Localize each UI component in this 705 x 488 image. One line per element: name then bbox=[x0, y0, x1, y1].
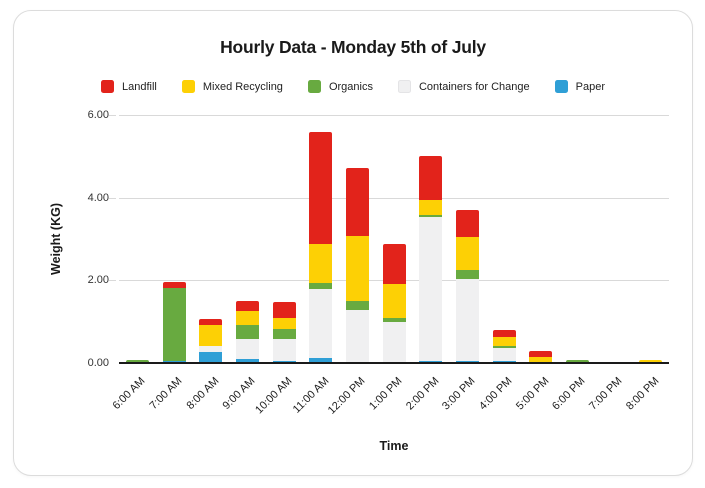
bar-segment-landfill[interactable] bbox=[382, 243, 406, 285]
bar-segment-containers-for-change[interactable] bbox=[419, 217, 443, 361]
legend-item-paper: Paper bbox=[554, 80, 606, 93]
bar-segment-paper[interactable] bbox=[492, 360, 516, 363]
chart-title: Hourly Data - Monday 5th of July bbox=[220, 37, 486, 57]
bar-segment-mixed-recycling[interactable] bbox=[199, 324, 223, 347]
y-axis-tick-label: 4.00 bbox=[87, 191, 109, 204]
bar-segment-landfill[interactable] bbox=[419, 156, 443, 200]
legend-swatch-icon bbox=[397, 80, 411, 93]
bar-8-00-am[interactable] bbox=[199, 319, 223, 363]
y-tick bbox=[109, 197, 116, 199]
gridline bbox=[119, 197, 669, 199]
bar-segment-containers-for-change[interactable] bbox=[235, 339, 259, 359]
bar-segment-landfill[interactable] bbox=[162, 281, 186, 288]
legend-item-organics: Organics bbox=[307, 80, 373, 93]
y-axis-tick-label: 0.00 bbox=[87, 357, 109, 369]
bar-segment-organics[interactable] bbox=[272, 329, 296, 340]
bar-segment-mixed-recycling[interactable] bbox=[492, 337, 516, 347]
bar-segment-landfill[interactable] bbox=[199, 319, 223, 325]
y-tick bbox=[109, 115, 116, 116]
legend-swatch-icon bbox=[307, 80, 321, 93]
bar-segment-containers-for-change[interactable] bbox=[492, 348, 516, 361]
y-axis-tick-label: 6.00 bbox=[87, 109, 109, 121]
bar-2-00-pm[interactable] bbox=[419, 156, 443, 363]
bar-segment-paper[interactable] bbox=[419, 360, 443, 363]
bar-segment-organics[interactable] bbox=[309, 283, 333, 290]
bar-11-00-am[interactable] bbox=[309, 131, 333, 363]
bar-segment-organics[interactable] bbox=[419, 215, 443, 218]
legend-swatch-icon bbox=[554, 80, 568, 93]
bar-segment-containers-for-change[interactable] bbox=[455, 278, 479, 362]
bar-segment-paper[interactable] bbox=[309, 358, 333, 363]
bar-segment-paper[interactable] bbox=[162, 360, 186, 363]
bar-segment-landfill[interactable] bbox=[272, 302, 296, 318]
bar-segment-organics[interactable] bbox=[455, 269, 479, 279]
bar-segment-mixed-recycling[interactable] bbox=[272, 317, 296, 330]
y-axis-tick-label: 2.00 bbox=[87, 274, 109, 287]
chart-card: Hourly Data - Monday 5th of July Landfil… bbox=[13, 10, 693, 476]
legend-item-mixed-recycling: Mixed Recycling bbox=[181, 80, 283, 93]
bar-9-00-am[interactable] bbox=[235, 300, 259, 363]
bar-7-00-am[interactable] bbox=[162, 281, 186, 363]
bar-segment-containers-for-change[interactable] bbox=[199, 346, 223, 352]
bar-4-00-pm[interactable] bbox=[492, 329, 516, 363]
legend-label: Paper bbox=[575, 80, 606, 93]
bar-segment-mixed-recycling[interactable] bbox=[235, 310, 259, 325]
bar-segment-paper[interactable] bbox=[199, 351, 223, 363]
bar-6-00-pm[interactable] bbox=[565, 360, 589, 363]
bar-1-00-pm[interactable] bbox=[382, 243, 406, 363]
bar-segment-landfill[interactable] bbox=[492, 329, 516, 338]
y-axis-title: Weight (KG) bbox=[49, 203, 63, 275]
x-axis-labels: 6:00 AM 7:00 AM 8:00 AM 9:00 AM 10:00 AM 11:0… bbox=[111, 363, 669, 423]
bar-segment-landfill[interactable] bbox=[309, 131, 333, 244]
legend-item-containers-for-change: Containers for Change bbox=[397, 80, 530, 93]
bar-segment-containers-for-change[interactable] bbox=[309, 289, 333, 359]
legend-swatch-icon bbox=[181, 80, 195, 93]
chart-area: Weight (KG) 0.00 2.00 4.00 6.00 6:00 AM 7:00… bbox=[14, 11, 692, 475]
legend-label: Mixed Recycling bbox=[202, 80, 283, 93]
bar-segment-mixed-recycling[interactable] bbox=[382, 284, 406, 319]
bar-12-00-pm[interactable] bbox=[345, 167, 369, 363]
bar-segment-organics[interactable] bbox=[345, 301, 369, 311]
legend-swatch-icon bbox=[100, 80, 114, 93]
bar-segment-organics[interactable] bbox=[382, 318, 406, 322]
plot-area: 0.00 2.00 4.00 6.00 6:00 AM 7:00 AM 8:00 AM 9:… bbox=[88, 109, 669, 417]
gridline bbox=[119, 115, 669, 116]
bar-segment-organics[interactable] bbox=[492, 346, 516, 349]
bar-segment-containers-for-change[interactable] bbox=[272, 339, 296, 362]
bar-segment-landfill[interactable] bbox=[529, 350, 553, 357]
bar-segment-containers-for-change[interactable] bbox=[382, 321, 406, 363]
bar-6-00-am[interactable] bbox=[125, 359, 149, 363]
bar-8-00-pm[interactable] bbox=[639, 360, 663, 363]
bar-segment-organics[interactable] bbox=[125, 359, 149, 363]
bar-segment-mixed-recycling[interactable] bbox=[639, 360, 663, 363]
legend-label: Containers for Change bbox=[418, 80, 530, 93]
bar-10-00-am[interactable] bbox=[272, 302, 296, 363]
bar-segment-landfill[interactable] bbox=[345, 167, 369, 236]
bar-segment-paper[interactable] bbox=[235, 358, 259, 363]
legend-item-landfill: Landfill bbox=[100, 80, 157, 93]
bar-segment-containers-for-change[interactable] bbox=[345, 310, 369, 363]
legend: Landfill Mixed Recycling Organics Container… bbox=[14, 80, 692, 93]
bar-segment-mixed-recycling[interactable] bbox=[309, 244, 333, 284]
bar-segment-landfill[interactable] bbox=[235, 300, 259, 311]
bar-segment-mixed-recycling[interactable] bbox=[345, 235, 369, 302]
bar-3-00-pm[interactable] bbox=[455, 210, 479, 363]
y-tick bbox=[109, 280, 116, 282]
legend-label: Organics bbox=[328, 80, 373, 93]
bar-segment-landfill[interactable] bbox=[455, 210, 479, 237]
bar-segment-mixed-recycling[interactable] bbox=[455, 236, 479, 270]
x-axis-line bbox=[119, 362, 669, 364]
legend-label: Landfill bbox=[121, 80, 157, 93]
bar-segment-organics[interactable] bbox=[162, 287, 186, 361]
bar-segment-organics[interactable] bbox=[565, 360, 589, 363]
bar-segment-mixed-recycling[interactable] bbox=[419, 199, 443, 216]
bar-5-00-pm[interactable] bbox=[529, 350, 553, 363]
x-axis-title: Time bbox=[379, 439, 409, 453]
bar-segment-organics[interactable] bbox=[235, 324, 259, 340]
bar-segment-mixed-recycling[interactable] bbox=[529, 356, 553, 363]
